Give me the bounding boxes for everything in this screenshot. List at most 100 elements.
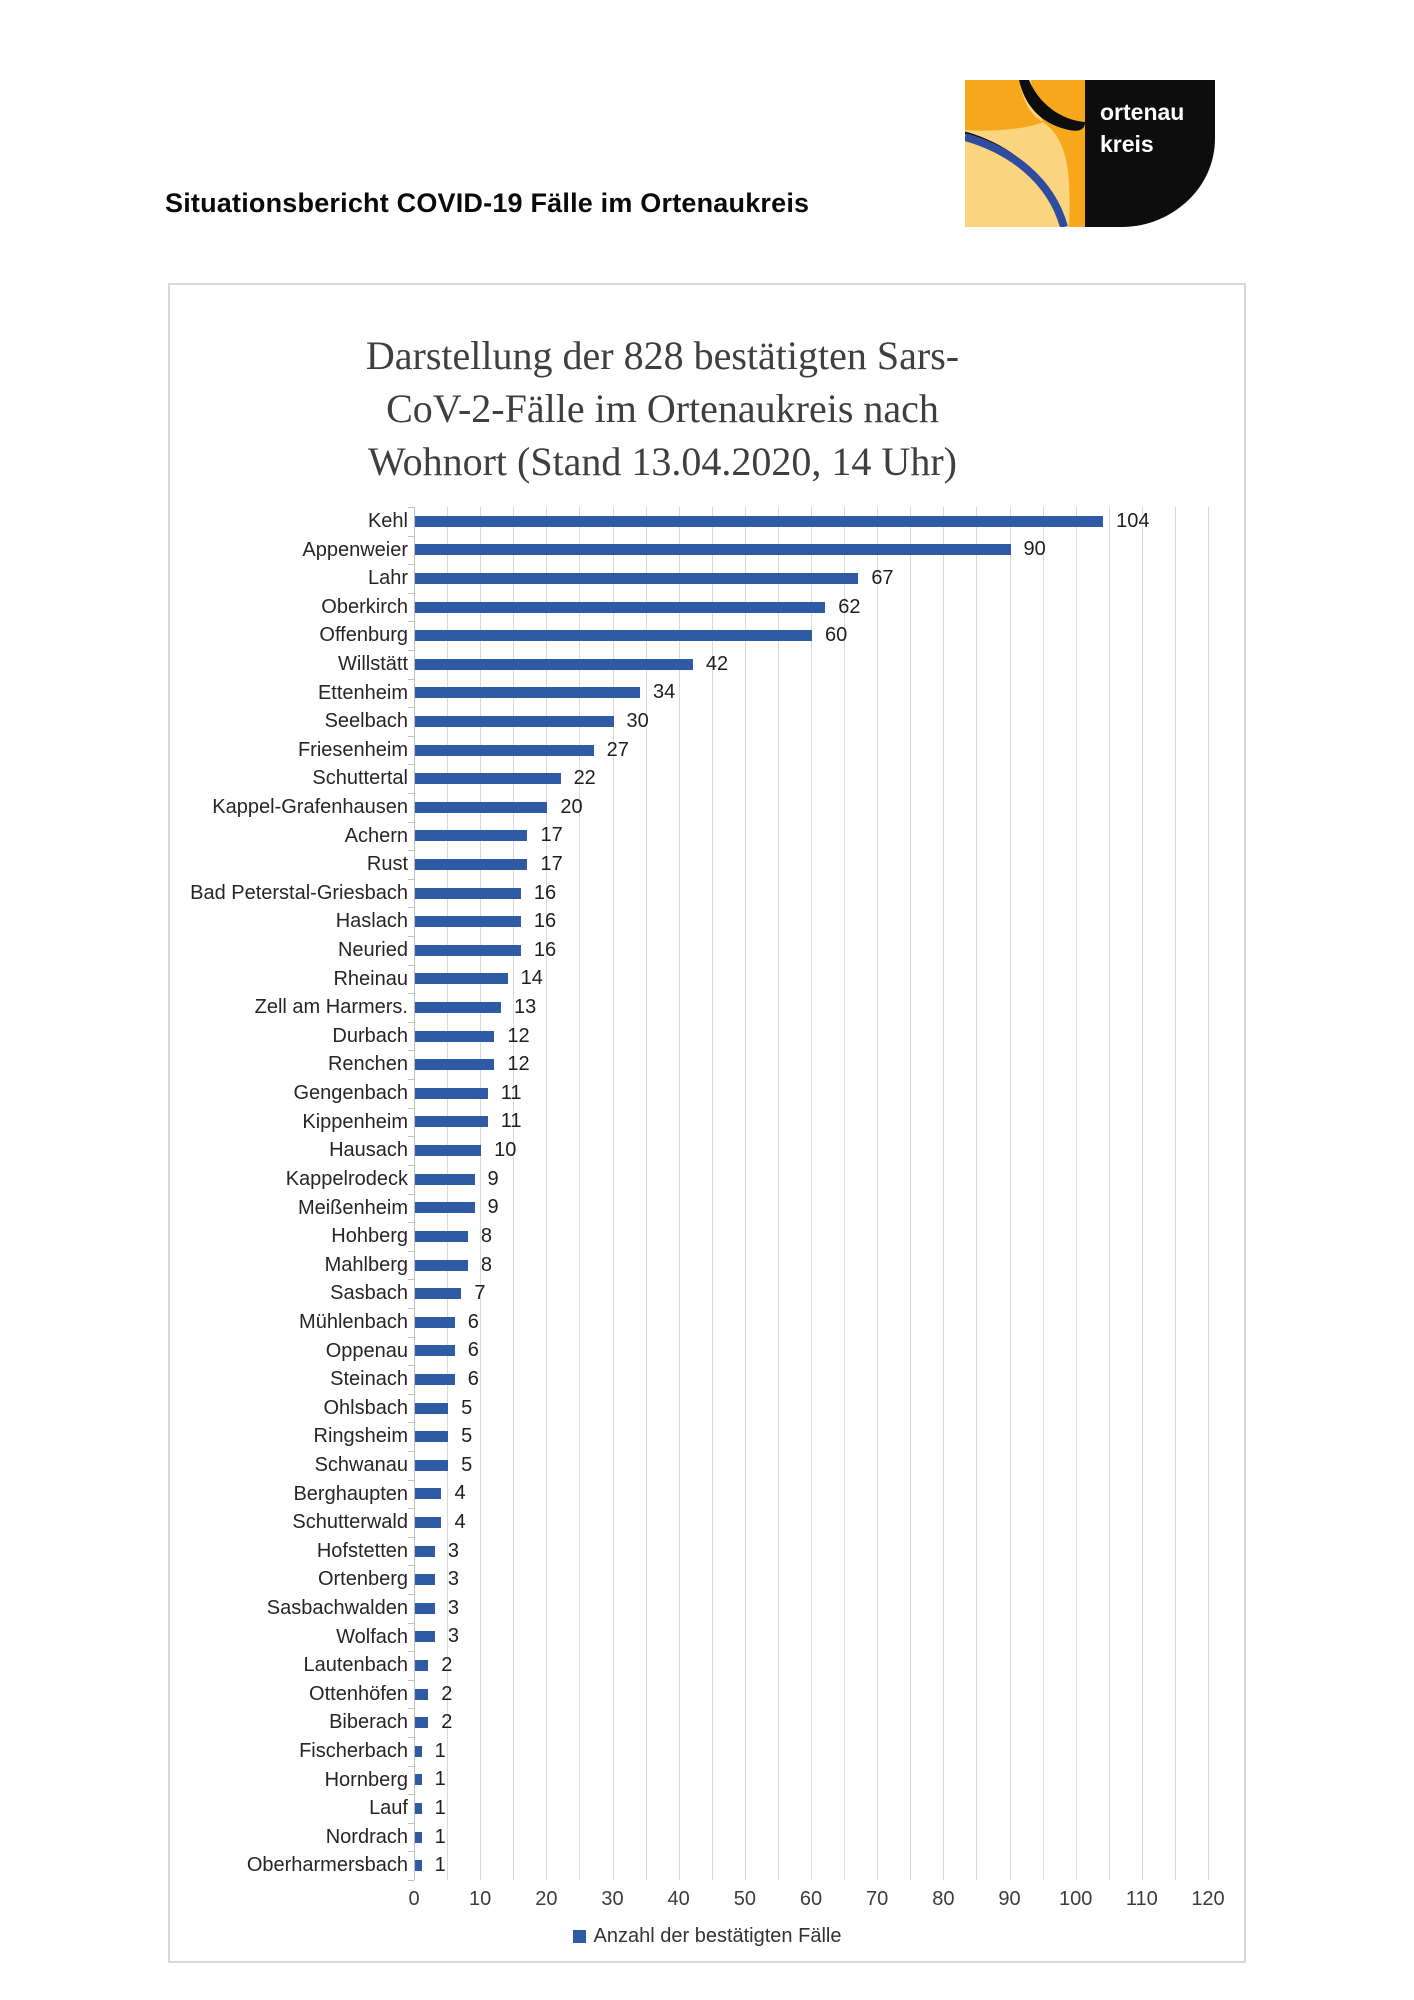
bar-row: 1 <box>414 1794 1208 1823</box>
chart-container: Darstellung der 828 bestätigten Sars- Co… <box>168 283 1246 1963</box>
bar-row: 42 <box>414 650 1208 679</box>
bar-Biberach <box>415 1717 429 1729</box>
data-label: 27 <box>606 738 629 761</box>
gridline <box>1075 507 1077 1880</box>
category-tick <box>408 1736 414 1738</box>
bar-Mühlenbach <box>415 1316 455 1328</box>
category-label: Lahr <box>367 567 408 590</box>
data-label: 22 <box>573 767 596 790</box>
bar-Gengenbach <box>415 1087 488 1099</box>
data-label: 7 <box>474 1282 486 1305</box>
category-tick <box>408 1336 414 1338</box>
gridline <box>844 507 846 1880</box>
bar-row: 9 <box>414 1194 1208 1223</box>
data-label: 4 <box>454 1482 466 1505</box>
gridline <box>612 507 614 1880</box>
bar-row: 11 <box>414 1079 1208 1108</box>
category-tick <box>408 793 414 795</box>
category-label: Renchen <box>327 1053 408 1076</box>
data-label: 3 <box>447 1568 459 1591</box>
bar-Sasbachwalden <box>415 1602 435 1614</box>
data-label: 4 <box>454 1510 466 1533</box>
value-axis-tick-label: 80 <box>932 1888 955 1910</box>
category-label: Oppenau <box>325 1339 408 1362</box>
legend-label: Anzahl der bestätigten Fälle <box>593 1925 842 1947</box>
bar-row: 16 <box>414 879 1208 908</box>
bar-Ettenheim <box>415 687 640 699</box>
data-label: 17 <box>540 824 563 847</box>
category-label: Durbach <box>332 1024 408 1047</box>
category-label: Kappelrodeck <box>285 1167 408 1190</box>
category-label: Hausach <box>329 1139 408 1162</box>
category-tick <box>408 936 414 938</box>
category-label: Seelbach <box>324 710 408 733</box>
bar-row: 2 <box>414 1708 1208 1737</box>
bar-row: 1 <box>414 1766 1208 1795</box>
legend: Anzahl der bestätigten Fälle <box>170 1925 1244 1948</box>
category-tick <box>408 535 414 537</box>
category-label: Ohlsbach <box>323 1396 409 1419</box>
gridline <box>546 507 548 1880</box>
data-label: 1 <box>434 1768 446 1791</box>
data-label: 5 <box>461 1396 473 1419</box>
category-tick <box>408 1593 414 1595</box>
bar-row: 4 <box>414 1508 1208 1537</box>
data-label: 2 <box>441 1711 453 1734</box>
bar-Oppenau <box>415 1345 455 1357</box>
bar-row: 2 <box>414 1651 1208 1680</box>
data-label: 3 <box>447 1625 459 1648</box>
data-label: 104 <box>1116 509 1150 532</box>
data-label: 9 <box>487 1196 499 1219</box>
category-label: Oberharmersbach <box>246 1854 408 1877</box>
bar-Bad Peterstal-Griesbach <box>415 887 521 899</box>
bar-row: 7 <box>414 1279 1208 1308</box>
category-label: Hornberg <box>324 1768 408 1791</box>
gridline <box>1174 507 1176 1880</box>
category-tick <box>408 1193 414 1195</box>
bar-row: 90 <box>414 536 1208 565</box>
category-tick <box>408 1508 414 1510</box>
data-label: 9 <box>487 1167 499 1190</box>
category-label: Ettenheim <box>317 681 408 704</box>
category-tick <box>408 1536 414 1538</box>
category-label: Appenweier <box>302 538 408 561</box>
data-label: 16 <box>533 938 557 961</box>
bar-row: 16 <box>414 907 1208 936</box>
category-tick <box>408 1822 414 1824</box>
bar-Hausach <box>415 1145 482 1157</box>
bar-Hornberg <box>415 1774 422 1786</box>
category-label: Mahlberg <box>324 1253 408 1276</box>
category-tick <box>408 1107 414 1109</box>
category-tick <box>408 1307 414 1309</box>
category-tick <box>408 1794 414 1796</box>
category-label: Lautenbach <box>303 1654 408 1677</box>
category-tick <box>408 1651 414 1653</box>
bar-Friesenheim <box>415 744 594 756</box>
bar-Haslach <box>415 916 521 928</box>
data-label: 6 <box>467 1310 479 1333</box>
legend-swatch-icon <box>572 1930 586 1943</box>
data-label: 14 <box>520 967 543 990</box>
bar-Renchen <box>415 1059 495 1071</box>
bar-row: 2 <box>414 1680 1208 1709</box>
category-label: Zell am Harmers. <box>254 996 408 1019</box>
bar-row: 5 <box>414 1451 1208 1480</box>
category-label: Lauf <box>369 1797 408 1820</box>
bar-row: 3 <box>414 1594 1208 1623</box>
bar-row: 30 <box>414 707 1208 736</box>
data-label: 16 <box>533 881 557 904</box>
bar-row: 4 <box>414 1480 1208 1509</box>
category-label: Bad Peterstal-Griesbach <box>190 881 408 904</box>
bar-row: 1 <box>414 1851 1208 1880</box>
value-axis-line <box>414 507 415 1880</box>
data-label: 5 <box>461 1453 473 1476</box>
gridline <box>1042 507 1044 1880</box>
bar-Schutterwald <box>415 1516 442 1528</box>
bar-Fischerbach <box>415 1745 422 1757</box>
category-tick <box>408 678 414 680</box>
data-label: 90 <box>1023 538 1046 561</box>
bar-row: 22 <box>414 764 1208 793</box>
bar-Rust <box>415 859 528 871</box>
category-label: Schuttertal <box>312 767 408 790</box>
